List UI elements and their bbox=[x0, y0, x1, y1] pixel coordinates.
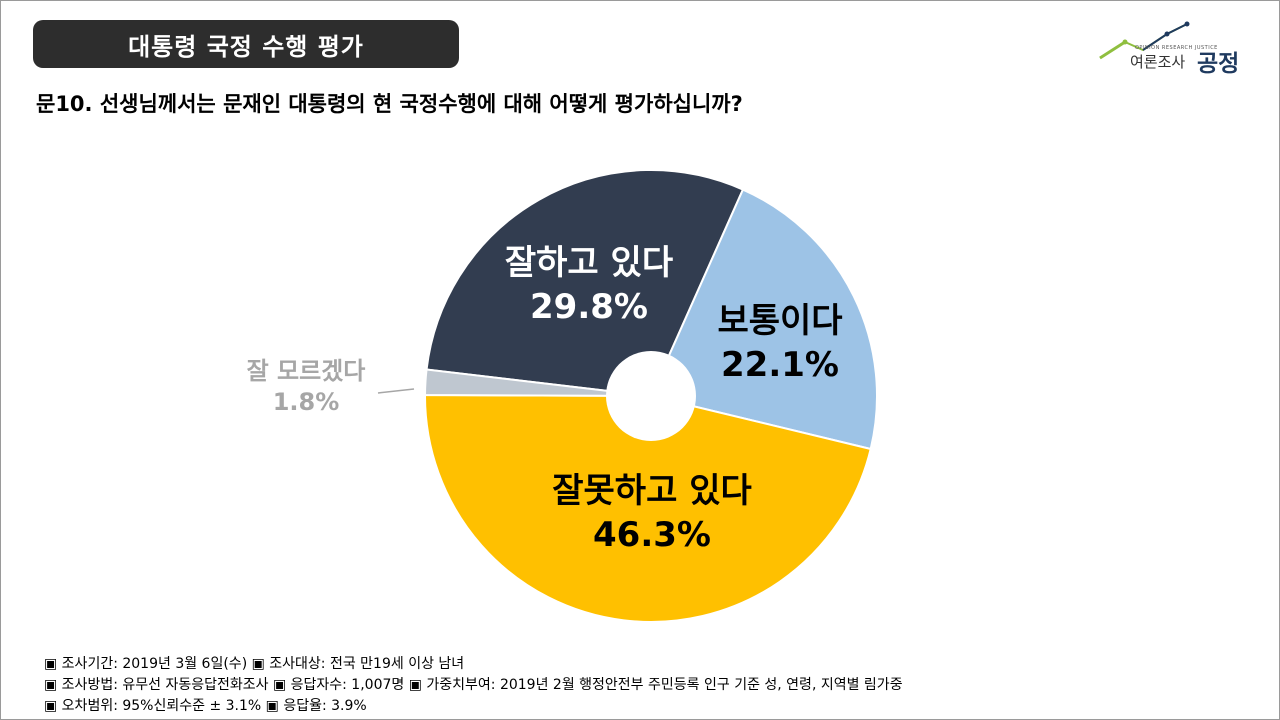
footnote-line-3: ▣ 오차범위: 95%신뢰수준 ± 3.1% ▣ 응답율: 3.9% bbox=[44, 698, 367, 714]
footnote-line-1: ▣ 조사기간: 2019년 3월 6일(수) ▣ 조사대상: 전국 만19세 이… bbox=[44, 656, 465, 672]
survey-footnotes: ▣ 조사기간: 2019년 3월 6일(수) ▣ 조사대상: 전국 만19세 이… bbox=[44, 654, 903, 717]
label-dont-know: 잘 모르겠다 1.8% bbox=[156, 356, 456, 417]
label-doing-poorly: 잘못하고 있다 46.3% bbox=[502, 470, 802, 557]
slice-value-label: 1.8% bbox=[272, 387, 340, 416]
company-logo: OPINION RESEARCH JUSTICE 여론조사 공정 bbox=[1095, 20, 1255, 77]
slice-category-label: 잘 모르겠다 bbox=[246, 357, 366, 385]
slice-value-label: 22.1% bbox=[721, 344, 839, 385]
label-doing-well: 잘하고 있다 29.8% bbox=[439, 242, 739, 329]
survey-question: 문10. 선생님께서는 문재인 대통령의 현 국정수행에 대해 어떻게 평가하십… bbox=[36, 92, 743, 116]
logo-tagline: OPINION RESEARCH JUSTICE bbox=[1135, 45, 1218, 51]
slice-average bbox=[649, 188, 878, 451]
footnote-line-2: ▣ 조사방법: 유무선 자동응답전화조사 ▣ 응답자수: 1,007명 ▣ 가중… bbox=[44, 677, 903, 693]
logo-subtext: 여론조사 bbox=[1130, 53, 1186, 71]
leader-line bbox=[377, 388, 415, 394]
slice-category-label: 보통이다 bbox=[717, 301, 843, 341]
donut-hole bbox=[606, 351, 696, 441]
trend-line-icon bbox=[1099, 21, 1190, 60]
slice-value-label: 29.8% bbox=[530, 286, 648, 327]
slice-dont-know bbox=[423, 368, 652, 397]
slice-value-label: 46.3% bbox=[593, 514, 711, 555]
logo-main-text: 공정 bbox=[1197, 51, 1240, 77]
slice-category-label: 잘못하고 있다 bbox=[552, 471, 752, 511]
slice-doing-poorly bbox=[424, 394, 872, 623]
page-title: 대통령 국정 수행 평가 bbox=[33, 20, 459, 68]
slice-doing-well bbox=[425, 169, 745, 398]
slice-category-label: 잘하고 있다 bbox=[504, 243, 674, 283]
label-average: 보통이다 22.1% bbox=[630, 300, 930, 387]
